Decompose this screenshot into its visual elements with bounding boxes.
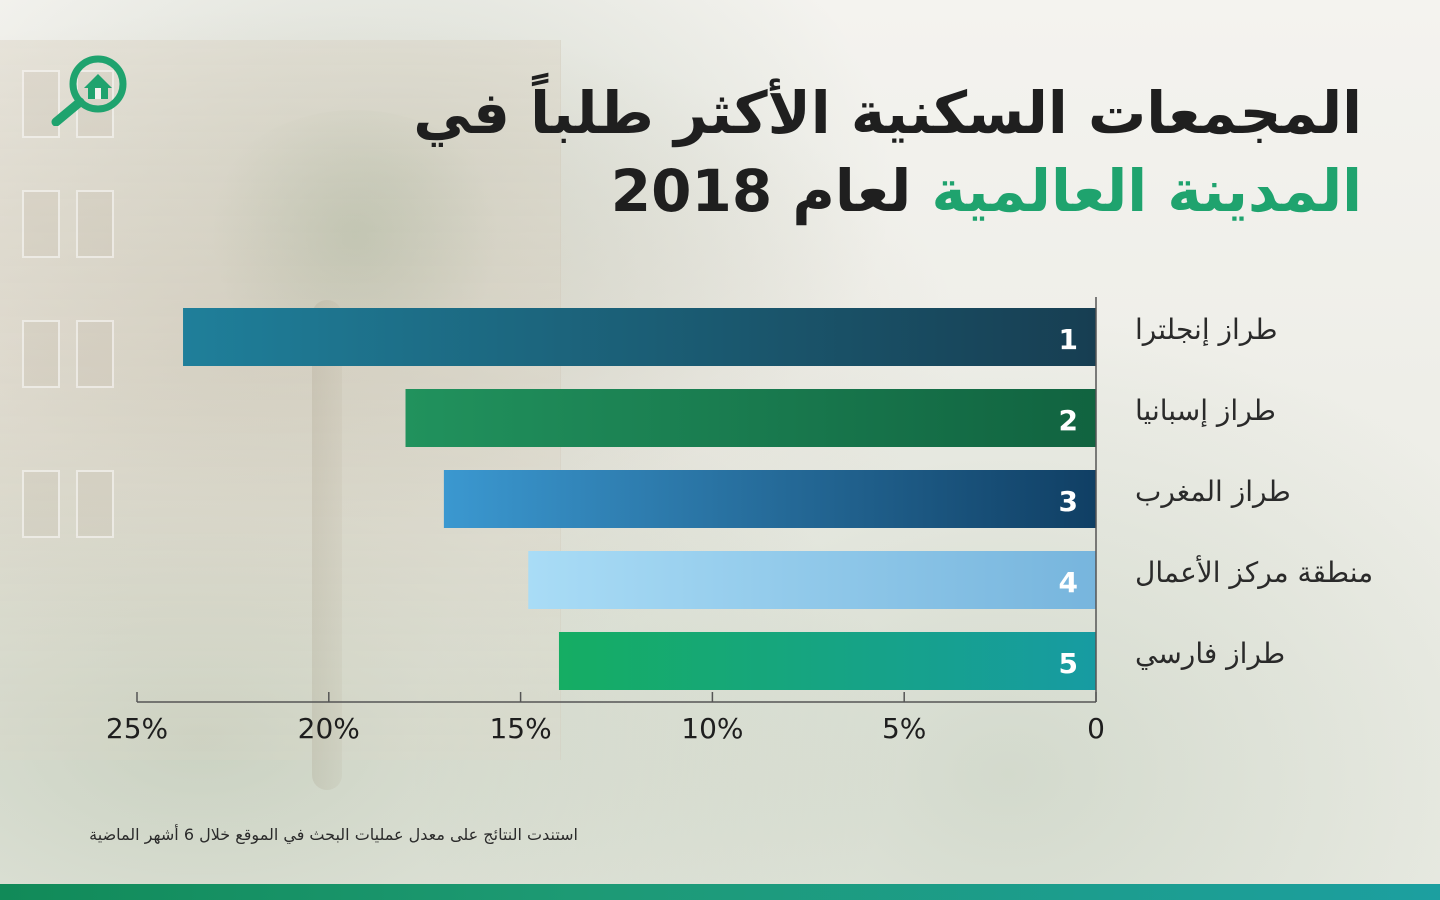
x-tick-label: 25% bbox=[106, 712, 168, 745]
x-tick-label: 0 bbox=[1087, 712, 1105, 745]
category-label: طراز إنجلترا bbox=[1135, 313, 1278, 346]
title-line-1: المجمعات السكنية الأكثر طلباً في bbox=[413, 79, 1362, 147]
x-tick-label: 5% bbox=[882, 712, 926, 745]
category-label: طراز فارسي bbox=[1135, 637, 1285, 670]
house-search-icon bbox=[46, 54, 138, 127]
background-window bbox=[22, 70, 60, 138]
background-window bbox=[22, 320, 60, 388]
bar-rank-label: 3 bbox=[1059, 485, 1078, 518]
bar-rank-label: 4 bbox=[1059, 566, 1078, 599]
x-tick-label: 20% bbox=[298, 712, 360, 745]
background-window bbox=[76, 470, 114, 538]
background-window bbox=[76, 320, 114, 388]
category-label: منطقة مركز الأعمال bbox=[1135, 554, 1373, 589]
bar bbox=[558, 632, 1096, 690]
x-tick-label: 15% bbox=[489, 712, 551, 745]
bar bbox=[183, 308, 1097, 366]
title-rest: لعام 2018 bbox=[610, 157, 912, 225]
chart-axis: 0 5% 10% 15% 20% 25% bbox=[106, 297, 1105, 745]
background-palm-trunk bbox=[312, 300, 342, 790]
category-label: طراز إسبانيا bbox=[1135, 394, 1276, 427]
background-window bbox=[22, 470, 60, 538]
bar-rank-label: 1 bbox=[1059, 323, 1078, 356]
title-accent: المدينة العالمية bbox=[931, 157, 1362, 225]
bar bbox=[443, 470, 1096, 528]
chart-labels: طراز إنجلترا طراز إسبانيا طراز المغرب منطقة… bbox=[1135, 313, 1373, 670]
bar-rank-label: 5 bbox=[1059, 647, 1078, 680]
background-window bbox=[76, 190, 114, 258]
chart-bars: 1 2 3 4 5 bbox=[183, 308, 1097, 690]
title-line-2: المدينة العالمية لعام 2018 bbox=[413, 152, 1362, 230]
background-window bbox=[22, 190, 60, 258]
category-label: طراز المغرب bbox=[1135, 475, 1291, 508]
bar bbox=[528, 551, 1096, 609]
bar-rank-label: 2 bbox=[1059, 404, 1078, 437]
bar bbox=[405, 389, 1096, 447]
chart-title: المجمعات السكنية الأكثر طلباً في المدينة… bbox=[413, 74, 1362, 230]
bottom-strip bbox=[0, 884, 1440, 900]
footnote: استندت النتائج على معدل عمليات البحث في … bbox=[89, 825, 578, 844]
x-tick-label: 10% bbox=[681, 712, 743, 745]
